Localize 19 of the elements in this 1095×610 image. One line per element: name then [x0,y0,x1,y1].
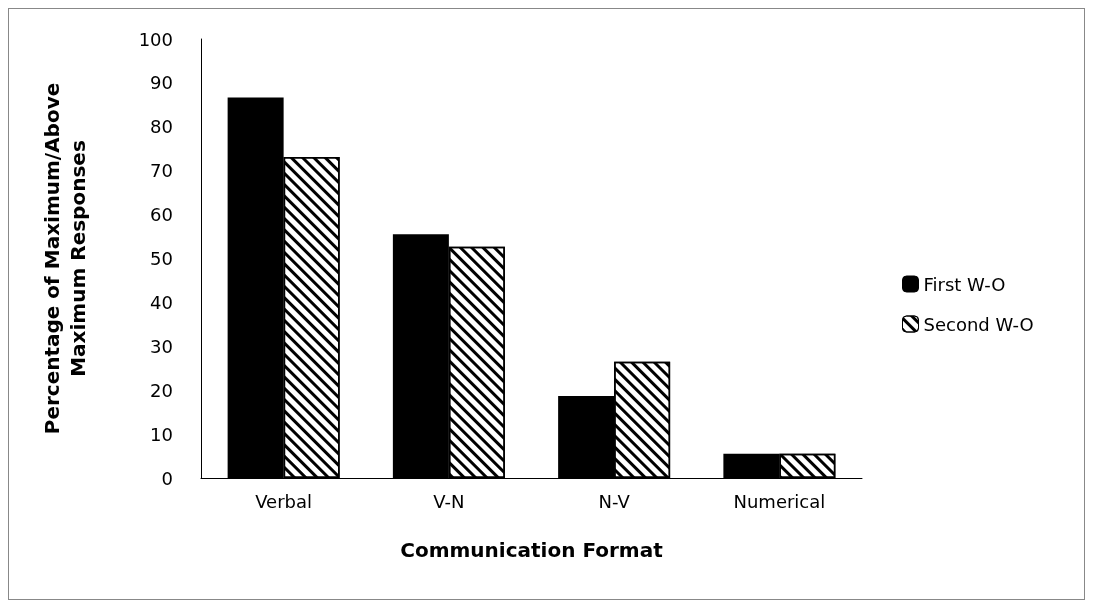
y-tick-label: 10 [150,423,173,445]
x-tick-label: V-N [433,490,465,512]
y-tick-label: 60 [150,204,173,226]
y-tick-label: 90 [150,72,173,94]
y-tick-label: 30 [150,335,173,357]
legend-label: Second W-O [923,313,1034,335]
x-tick-label: N-V [598,490,631,512]
y-tick-label: 100 [138,28,173,50]
y-tick-label: 20 [150,379,173,401]
x-tick-label: Verbal [255,490,313,512]
y-tick-label: 70 [150,160,173,182]
y-tick-label: 40 [150,291,173,313]
y-tick-label: 50 [150,248,173,269]
y-tick-label: 0 [161,467,173,489]
x-axis-title: Communication Format [400,538,664,562]
legend-label: First W-O [923,273,1006,295]
x-tick-label: Numerical [733,490,826,512]
y-axis-title: Percentage of Maximum/Above Maximum Responses [40,82,90,435]
y-tick-label: 80 [150,116,173,138]
